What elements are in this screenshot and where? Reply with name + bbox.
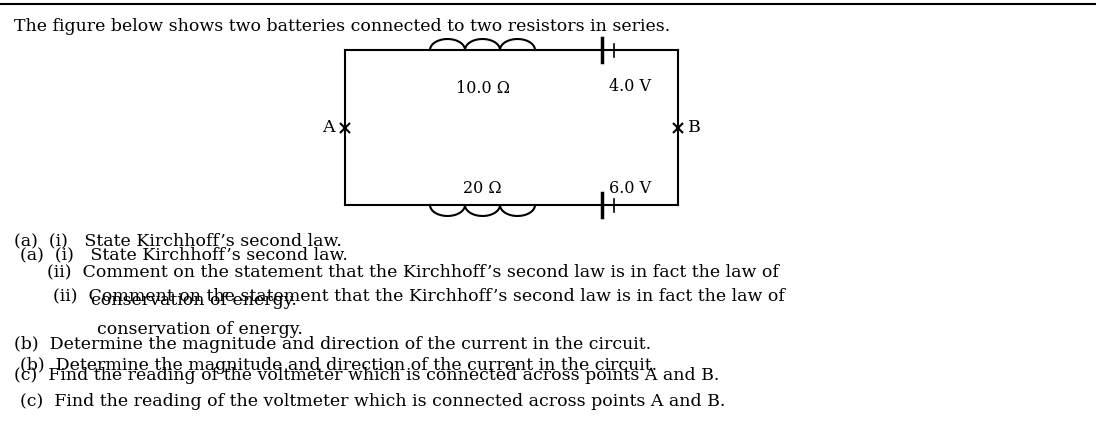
Text: 6.0 V: 6.0 V [609,180,651,197]
Text: conservation of energy.: conservation of energy. [20,321,302,338]
Text: (b)  Determine the magnitude and direction of the current in the circuit.: (b) Determine the magnitude and directio… [20,357,657,373]
Text: 20 Ω: 20 Ω [464,180,502,197]
Text: (a)  (i)   State Kirchhoff’s second law.: (a) (i) State Kirchhoff’s second law. [20,247,347,264]
Text: A: A [322,119,335,136]
Text: (ii)  Comment on the statement that the Kirchhoff’s second law is in fact the la: (ii) Comment on the statement that the K… [14,263,779,280]
Text: (c)  Find the reading of the voltmeter which is connected across points A and B.: (c) Find the reading of the voltmeter wh… [20,393,726,410]
Text: The figure below shows two batteries connected to two resistors in series.: The figure below shows two batteries con… [14,18,671,35]
Text: B: B [688,119,700,136]
Text: (a)  (i)   State Kirchhoff’s second law.: (a) (i) State Kirchhoff’s second law. [14,232,342,249]
Text: (b)  Determine the magnitude and direction of the current in the circuit.: (b) Determine the magnitude and directio… [14,336,651,353]
Text: 4.0 V: 4.0 V [609,78,651,95]
Text: (ii)  Comment on the statement that the Kirchhoff’s second law is in fact the la: (ii) Comment on the statement that the K… [20,287,785,304]
Text: (c)  Find the reading of the voltmeter which is connected across points A and B.: (c) Find the reading of the voltmeter wh… [14,367,719,384]
Text: 10.0 Ω: 10.0 Ω [456,80,510,97]
Text: conservation of energy.: conservation of energy. [14,292,297,309]
